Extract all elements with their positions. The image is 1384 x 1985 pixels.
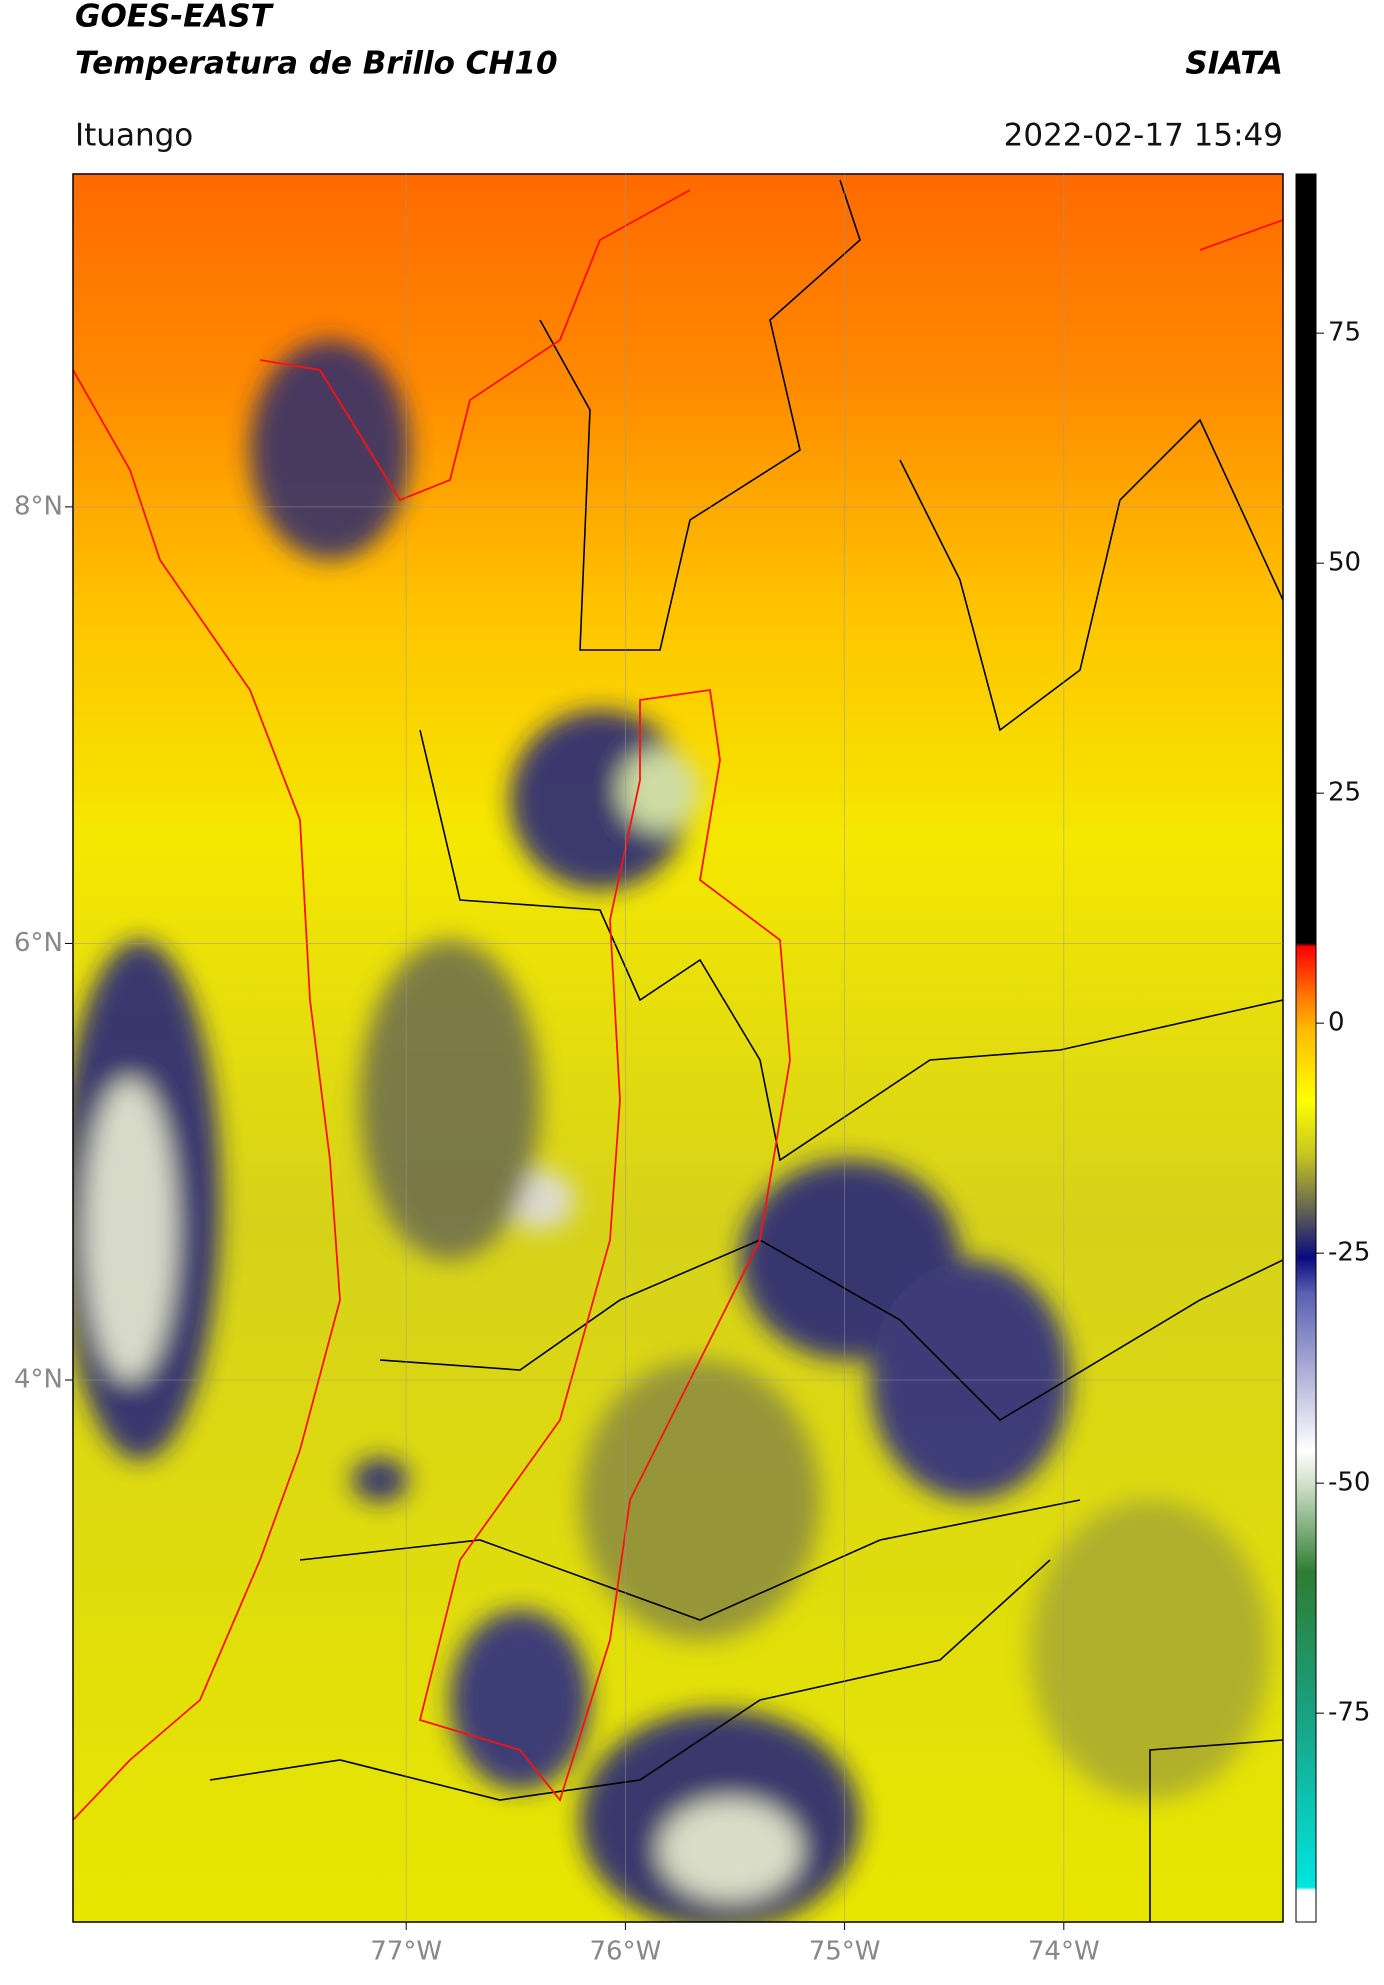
colorbar-tick-label: 75	[1328, 318, 1361, 348]
colorbar-tick-label: 50	[1328, 548, 1361, 578]
map-frame	[72, 173, 1284, 1923]
org: SIATA	[1185, 46, 1283, 82]
map	[73, 174, 1283, 1922]
lon-tick-label: 74°W	[1028, 1937, 1100, 1967]
title-line1: GOES-EAST	[75, 0, 275, 35]
datetime: 2022-02-17 15:49	[1004, 118, 1283, 154]
colorbar	[1295, 173, 1317, 1923]
lon-tick-label: 75°W	[809, 1937, 881, 1967]
colorbar-tick-label: -25	[1328, 1238, 1370, 1268]
title-line2: Temperatura de Brillo CH10	[75, 46, 558, 82]
lon-tick-label: 76°W	[589, 1937, 661, 1967]
lon-tick-label: 77°W	[370, 1937, 442, 1967]
lat-tick-label: 4°N	[14, 1365, 63, 1395]
location: Ituango	[75, 118, 193, 154]
colorbar-tick-label: 25	[1328, 778, 1361, 808]
lat-tick-label: 8°N	[14, 491, 63, 521]
colorbar-tick-label: 0	[1328, 1008, 1345, 1038]
lat-tick-label: 6°N	[14, 928, 63, 958]
colorbar-tick-label: -50	[1328, 1468, 1370, 1498]
colorbar-tick-label: -75	[1328, 1698, 1370, 1728]
